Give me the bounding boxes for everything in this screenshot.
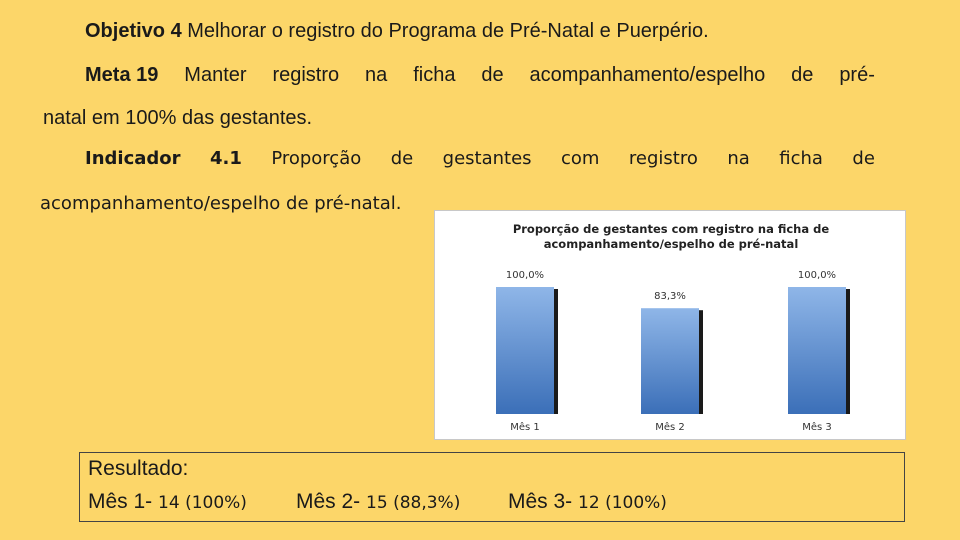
bar-chart-svg: Proporção de gestantes com registro na f…: [496, 222, 850, 433]
goal-word: acompanhamento/espelho: [529, 64, 766, 86]
category-label: Mês 3: [802, 421, 832, 433]
bar-data-label: 100,0%: [798, 270, 836, 281]
indicator-word: registro: [628, 148, 698, 169]
indicator-word: gestantes: [442, 148, 532, 169]
goal-line: Meta 19 Manter registro na ficha de acom…: [85, 64, 875, 87]
indicator-word: de: [852, 148, 875, 169]
result-month-value: 14 (100%): [158, 493, 247, 513]
chart-title-line-1: Proporção de gestantes com registro na f…: [513, 222, 830, 236]
goal-word: pré-: [839, 64, 875, 86]
result-month-label: Mês 2-: [296, 490, 361, 513]
indicator-label: Indicador: [85, 148, 181, 169]
bar-shadow: [846, 289, 850, 414]
bar-3: [788, 287, 846, 414]
objective-line: Objetivo 4 Melhorar o registro do Progra…: [85, 20, 709, 43]
objective-text: Melhorar o registro do Programa de Pré-N…: [187, 20, 709, 42]
bar-shadow: [554, 289, 558, 414]
bar-chart: Proporção de gestantes com registro na f…: [434, 210, 906, 440]
goal-word: na: [365, 64, 388, 86]
result-item-month-3: Mês 3- 12 (100%): [508, 490, 667, 514]
bar-data-label: 83,3%: [654, 291, 686, 302]
indicator-word: na: [727, 148, 750, 169]
result-month-label: Mês 3-: [508, 490, 573, 513]
bar-data-label: 100,0%: [506, 270, 544, 281]
indicator-line: Indicador 4.1 Proporção de gestantes com…: [85, 148, 875, 169]
indicator-number: 4.1: [209, 148, 242, 169]
result-item-month-2: Mês 2- 15 (88,3%): [296, 490, 460, 514]
goal-word: de: [791, 64, 814, 86]
indicator-word: ficha: [779, 148, 823, 169]
bar-shadow: [699, 310, 703, 414]
result-box: Resultado: Mês 1- 14 (100%) Mês 2- 15 (8…: [79, 452, 905, 522]
bar-2: [641, 308, 699, 414]
goal-word: registro: [272, 64, 340, 86]
indicator-continuation: acompanhamento/espelho de pré-natal.: [40, 193, 402, 214]
result-item-month-1: Mês 1- 14 (100%): [88, 490, 247, 514]
goal-label: Meta 19: [85, 64, 159, 86]
result-month-value: 15 (88,3%): [366, 493, 461, 513]
category-label: Mês 2: [655, 421, 685, 433]
indicator-word: de: [390, 148, 414, 169]
goal-word: de: [481, 64, 504, 86]
result-month-label: Mês 1-: [88, 490, 153, 513]
goal-word: ficha: [413, 64, 456, 86]
indicator-word: Proporção: [271, 148, 362, 169]
goal-continuation: natal em 100% das gestantes.: [43, 107, 313, 129]
result-title: Resultado:: [88, 457, 189, 480]
category-label: Mês 1: [510, 421, 540, 433]
objective-label: Objetivo 4: [85, 20, 182, 42]
goal-word: Manter: [184, 64, 247, 86]
bar-1: [496, 287, 554, 414]
chart-title-line-2: acompanhamento/espelho de pré-natal: [544, 237, 799, 251]
result-month-value: 12 (100%): [578, 493, 667, 513]
indicator-word: com: [561, 148, 600, 169]
